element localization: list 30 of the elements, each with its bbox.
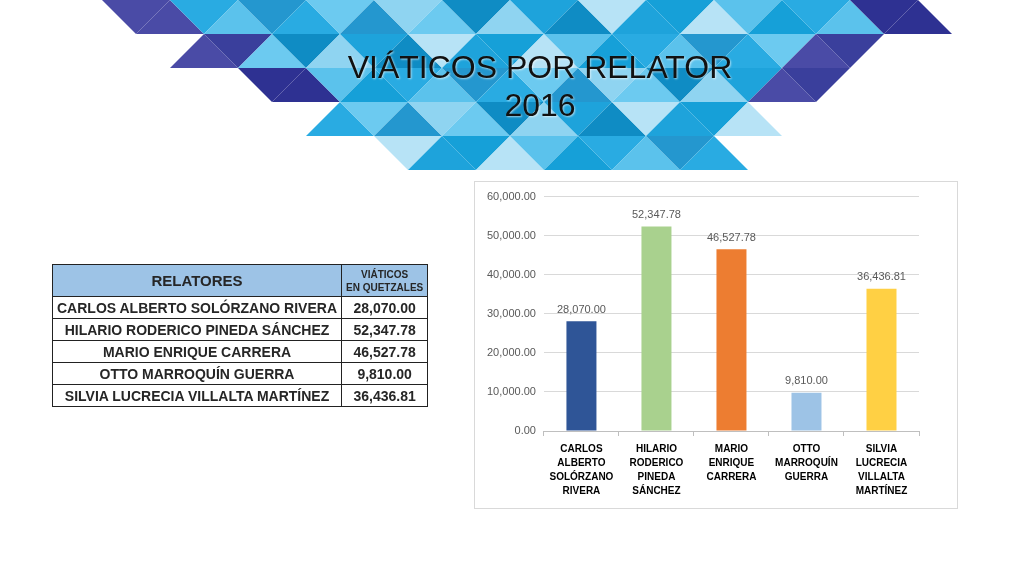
text: 46,527.78 (353, 343, 416, 360)
y-tick-label: 20,000.00 (487, 345, 536, 358)
data-label: 52,347.78 (631, 208, 681, 221)
text: 52,347.78 (353, 321, 416, 338)
data-label: 28,070.00 (556, 302, 606, 315)
x-tick-label: CARLOS ALBERTO SOLÓRZANO RIVERA (549, 442, 614, 496)
x-tick-label: OTTO MARROQUÍN GUERRA (775, 442, 838, 482)
category-label: HILARIO RODERICO PINEDA SÁNCHEZ (64, 321, 330, 338)
category-label: MARIO ENRIQUE CARRERA (102, 343, 292, 360)
y-tick-label: 30,000.00 (487, 306, 536, 319)
x-tick-label: HILARIO RODERICO PINEDA SÁNCHEZ (629, 442, 684, 496)
y-tick-label: 10,000.00 (487, 384, 536, 397)
category-label: OTTO MARROQUÍN GUERRA (99, 365, 295, 382)
y-tick-label: 40,000.00 (487, 267, 536, 280)
chart-title: VIÁTICOS POR RELATOR 2016 (346, 48, 734, 124)
y-tick-label: 50,000.00 (487, 228, 536, 241)
category-label: CARLOS ALBERTO SOLÓRZANO RIVERA (57, 299, 338, 316)
data-label: 9,810.00 (785, 374, 828, 387)
data-label: 46,527.78 (707, 230, 756, 243)
y-tick-label: 0.00 (514, 424, 536, 437)
y-tick-label: 60,000.00 (487, 189, 536, 202)
category-label: SILVIA LUCRECIA VILLALTA MARTÍNEZ (64, 387, 330, 404)
text: RELATORES (52, 264, 342, 297)
text: 9,810.00 (357, 365, 412, 382)
text: 36,436.81 (353, 387, 416, 404)
text: VIÁTICOS EN QUETZALES (341, 264, 428, 297)
text: 28,070.00 (353, 299, 416, 316)
x-tick-label: SILVIA LUCRECIA VILLALTA MARTÍNEZ (855, 442, 908, 496)
x-tick-label: MARIO ENRIQUE CARRERA (706, 442, 757, 482)
data-label: 36,436.81 (857, 270, 906, 283)
